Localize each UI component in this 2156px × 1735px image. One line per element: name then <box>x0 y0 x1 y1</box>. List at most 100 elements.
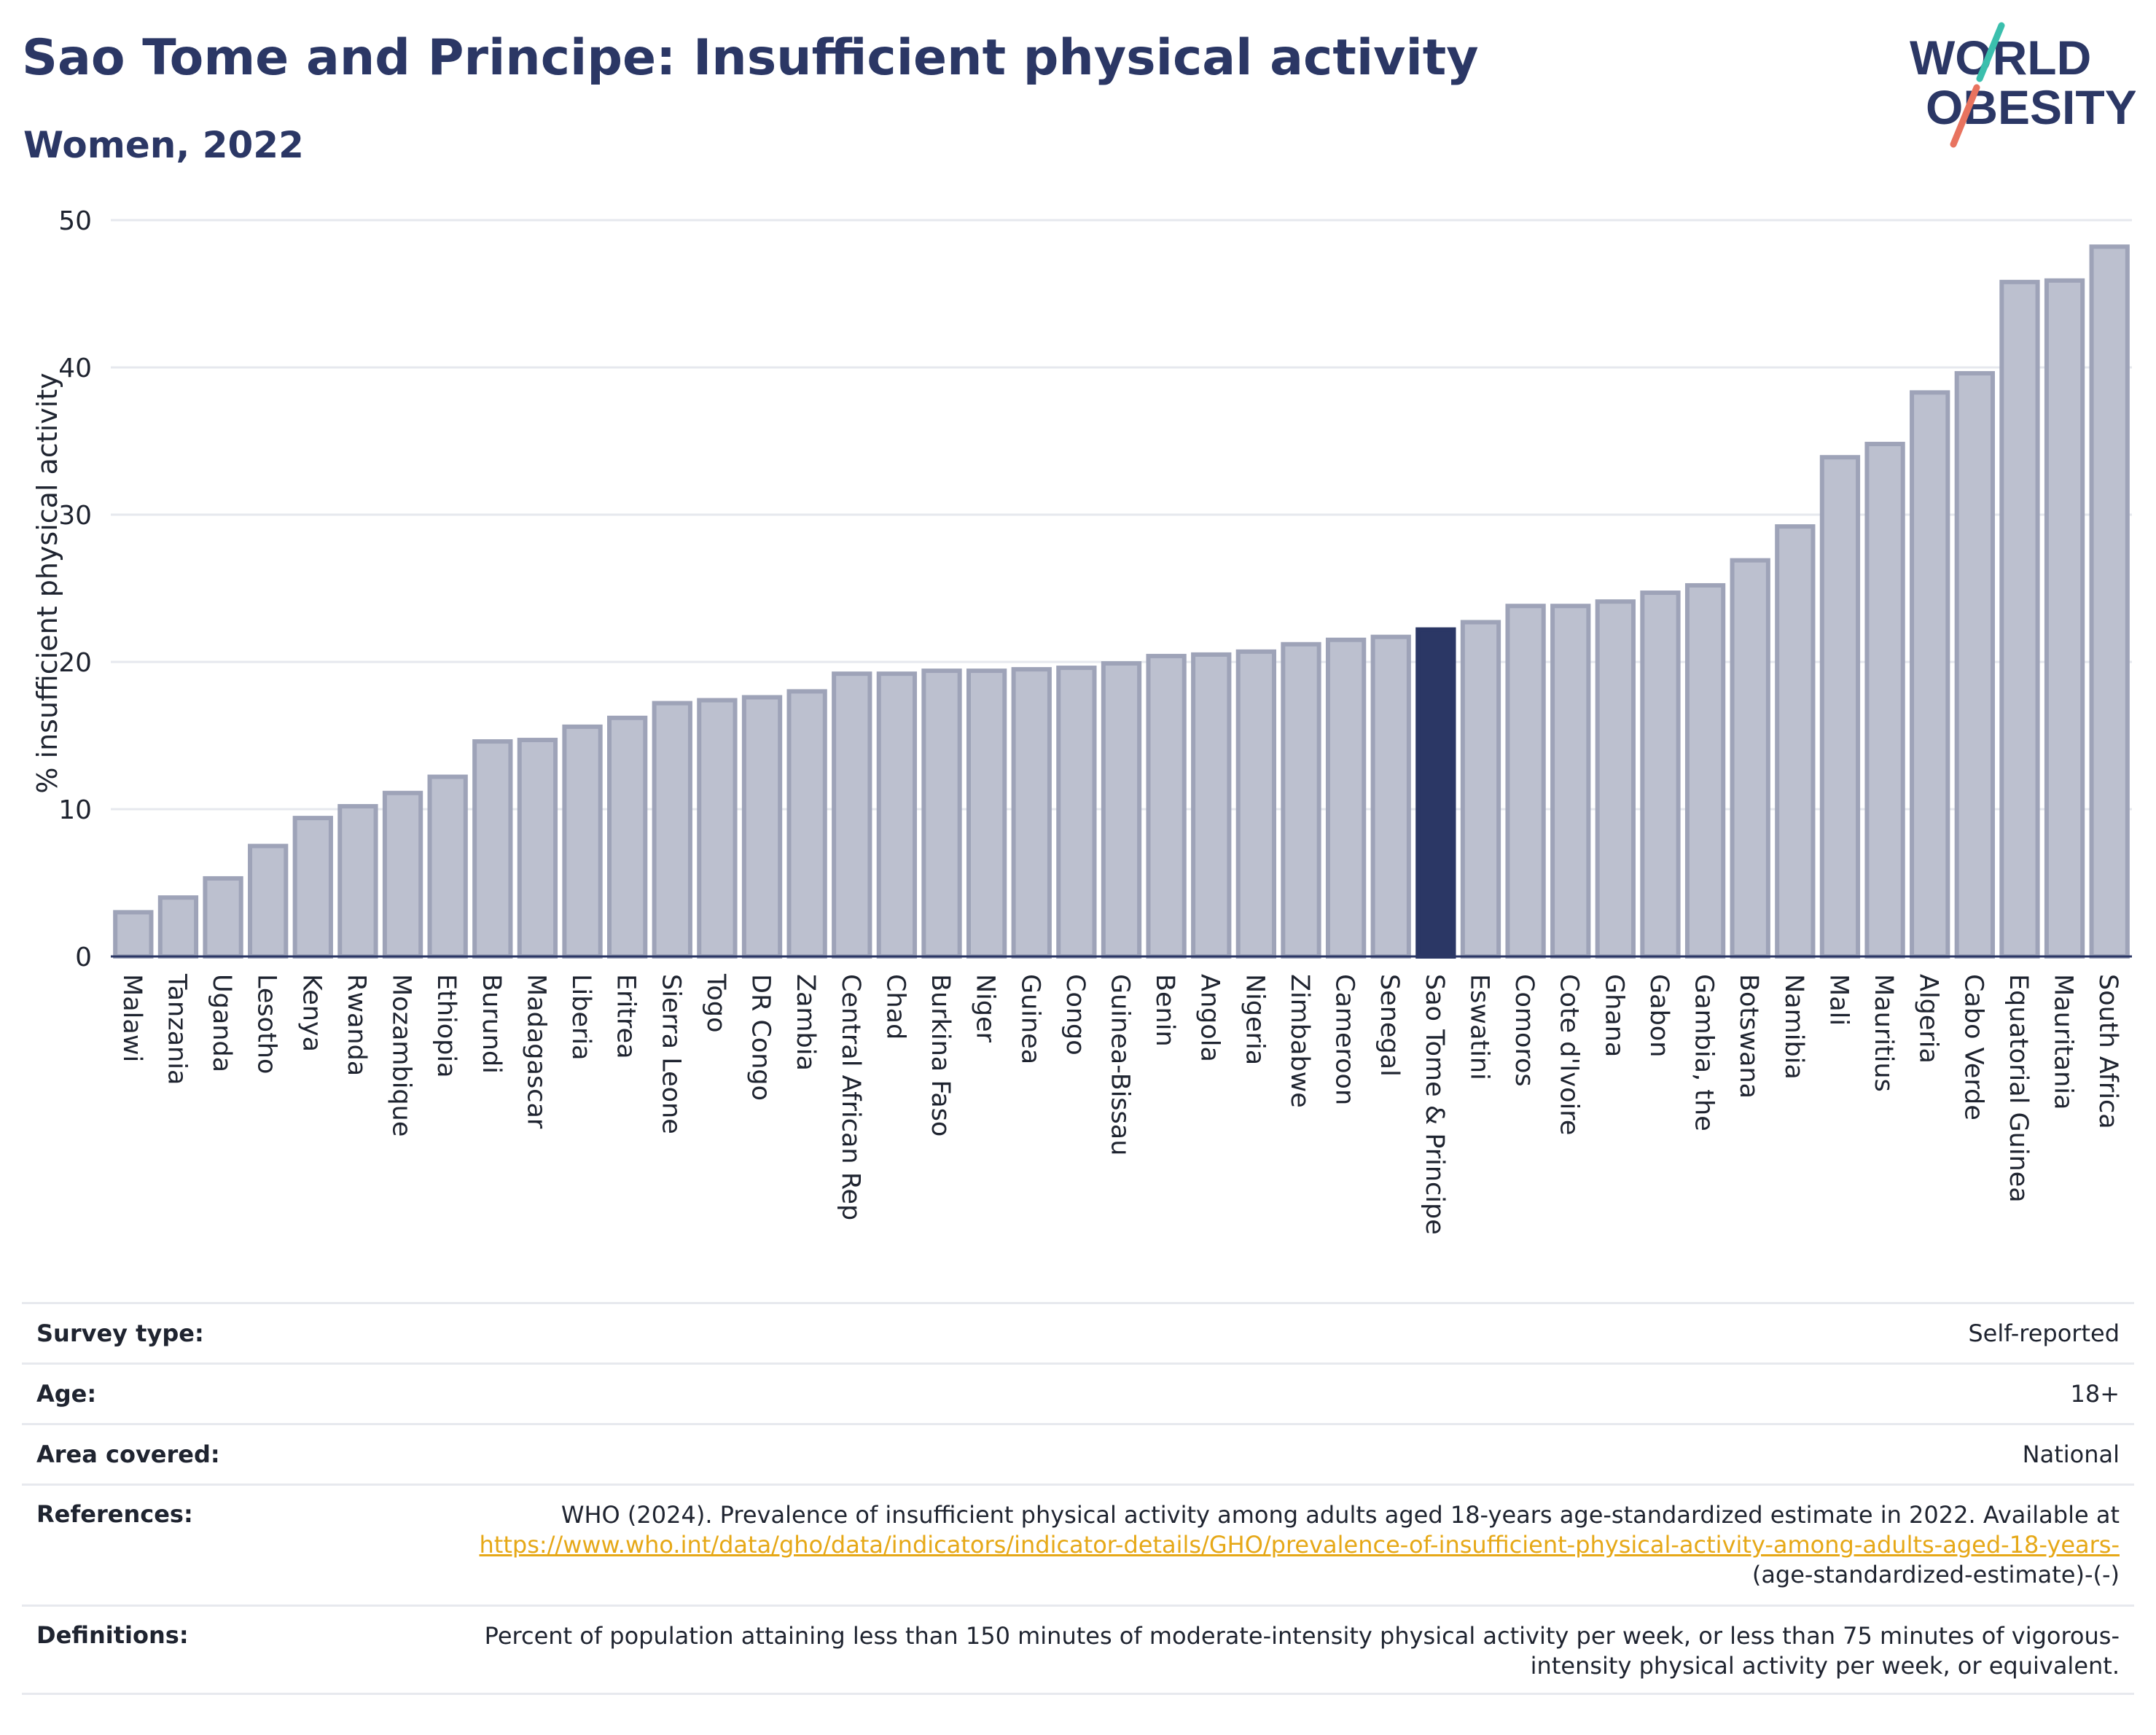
references-suffix: (age-standardized-estimate)-(-) <box>1751 1561 2120 1588</box>
area-value: National <box>2022 1440 2120 1468</box>
x-axis-ticks: Malawi Tanzania Uganda Lesotho Kenya Rwanda Mo… <box>117 973 2122 1235</box>
x-tick-label: Ethiopia <box>431 974 461 1078</box>
world-obesity-logo: WORLD OBESITY <box>1910 22 2136 148</box>
x-tick-label: South Africa <box>2093 974 2122 1129</box>
definitions-value: Percent of population attaining less tha… <box>484 1622 2120 1680</box>
survey-type-label: Survey type: <box>36 1319 204 1347</box>
age-value: 18+ <box>2070 1379 2120 1408</box>
bar-uganda <box>203 876 243 959</box>
bar-botswana <box>1730 558 1770 959</box>
info-table: Survey type: Self-reported Age: 18+ Area… <box>22 1302 2134 1695</box>
x-tick-label: Eritrea <box>612 974 641 1059</box>
bar-benin <box>1146 653 1187 959</box>
bar-eswatini <box>1460 620 1501 959</box>
y-axis-ticks: 0 10 20 30 40 50 <box>58 206 92 972</box>
x-tick-label: Guinea-Bissau <box>1106 974 1135 1155</box>
x-tick-label: Nigeria <box>1240 974 1269 1065</box>
bar-togo <box>697 698 738 959</box>
references-value: WHO (2024). Prevalence of insufficient p… <box>458 1500 2120 1605</box>
x-tick-label: Eswatini <box>1464 974 1493 1080</box>
bar-mauritius <box>1864 442 1905 959</box>
x-tick-label: Mali <box>1824 974 1853 1026</box>
x-tick-label: Cote d'Ivoire <box>1555 974 1584 1135</box>
x-tick-label: Kenya <box>297 974 326 1052</box>
x-tick-label: Angola <box>1195 974 1225 1062</box>
info-row-area: Area covered: National <box>22 1423 2134 1483</box>
bars <box>111 244 2132 959</box>
bar-cote-d-ivoire <box>1550 604 1591 959</box>
x-tick-label: DR Congo <box>746 974 776 1101</box>
x-tick-label: Benin <box>1150 974 1179 1047</box>
x-tick-label: Mozambique <box>387 974 416 1136</box>
age-label: Age: <box>36 1380 97 1408</box>
x-tick-label: Liberia <box>566 974 595 1061</box>
page-subtitle: Women, 2022 <box>23 124 304 166</box>
x-tick-label: Chad <box>880 974 910 1040</box>
x-tick-label: Namibia <box>1779 974 1808 1080</box>
bar-guinea-bissau <box>1101 661 1142 959</box>
references-label: References: <box>36 1500 193 1528</box>
x-tick-label: Zimbabwe <box>1285 974 1314 1108</box>
x-tick-label: Mauritius <box>1869 974 1898 1092</box>
bar-liberia <box>562 724 603 959</box>
bar-kenya <box>292 816 333 959</box>
x-tick-label: Guinea <box>1015 974 1044 1064</box>
bar-senegal <box>1370 634 1411 959</box>
bar-nigeria <box>1235 649 1277 959</box>
x-tick-label: Senegal <box>1375 974 1404 1077</box>
bar-rwanda <box>337 803 378 959</box>
page-title: Sao Tome and Principe: Insufficient phys… <box>22 29 1479 87</box>
info-row-survey-type: Survey type: Self-reported <box>22 1302 2134 1362</box>
bar-burundi <box>472 739 513 959</box>
area-label: Area covered: <box>36 1440 220 1468</box>
x-tick-label: Sierra Leone <box>656 974 685 1134</box>
y-tick-label: 10 <box>58 795 92 825</box>
logo-slash-teal <box>1976 22 2005 82</box>
x-tick-label: Cameroon <box>1330 974 1359 1105</box>
x-tick-label: Central African Rep <box>836 974 865 1220</box>
bar-ghana <box>1595 599 1636 959</box>
definitions-label: Definitions: <box>36 1621 189 1649</box>
bar-sierra-leone <box>652 701 692 959</box>
bar-central-african-rep <box>832 671 872 959</box>
y-tick-label: 20 <box>58 648 92 678</box>
x-tick-label: Botswana <box>1734 974 1763 1099</box>
info-row-age: Age: 18+ <box>22 1362 2134 1423</box>
bar-angola <box>1191 652 1232 959</box>
x-tick-label: Burundi <box>477 974 506 1074</box>
y-axis-label: % insufficient physical activity <box>31 373 63 793</box>
x-tick-label: Togo <box>701 973 730 1032</box>
bar-chad <box>876 671 918 959</box>
bar-malawi <box>113 910 154 959</box>
bar-guinea <box>1011 667 1052 959</box>
bar-burkina-faso <box>921 668 962 959</box>
x-tick-label: Ghana <box>1599 974 1628 1057</box>
x-tick-label: Mauritania <box>2049 974 2078 1110</box>
bar-comoros <box>1505 604 1546 959</box>
bar-mauritania <box>2044 278 2085 959</box>
x-tick-label: Gambia, the <box>1690 974 1719 1131</box>
bar-zimbabwe <box>1281 642 1321 959</box>
x-tick-label: Rwanda <box>342 974 371 1076</box>
bar-gabon <box>1640 590 1681 959</box>
bar-madagascar <box>517 738 558 959</box>
logo-slash-coral <box>1950 84 1980 148</box>
bar-chart: 0 10 20 30 40 50 Malawi Tanzania Uganda Lesotho K… <box>31 206 2132 1235</box>
bar-lesotho <box>248 843 289 959</box>
x-tick-label: Equatorial Guinea <box>2004 974 2033 1203</box>
info-row-references: References: WHO (2024). Prevalence of in… <box>22 1483 2134 1605</box>
x-tick-label: Zambia <box>791 974 820 1071</box>
y-tick-label: 50 <box>58 206 92 236</box>
x-tick-label: Gabon <box>1644 974 1673 1057</box>
bar-zambia <box>786 689 827 959</box>
x-tick-label: Algeria <box>1914 974 1943 1064</box>
x-tick-label: Uganda <box>207 974 236 1072</box>
bar-tanzania <box>157 895 199 959</box>
bar-mali <box>1819 455 1861 959</box>
x-tick-label: Tanzania <box>162 973 191 1085</box>
bar-congo <box>1056 666 1097 959</box>
bar-algeria <box>1910 390 1950 959</box>
x-tick-label: Madagascar <box>521 974 550 1129</box>
bar-namibia <box>1775 524 1816 959</box>
references-link[interactable]: https://www.who.int/data/gho/data/indica… <box>479 1531 2120 1559</box>
